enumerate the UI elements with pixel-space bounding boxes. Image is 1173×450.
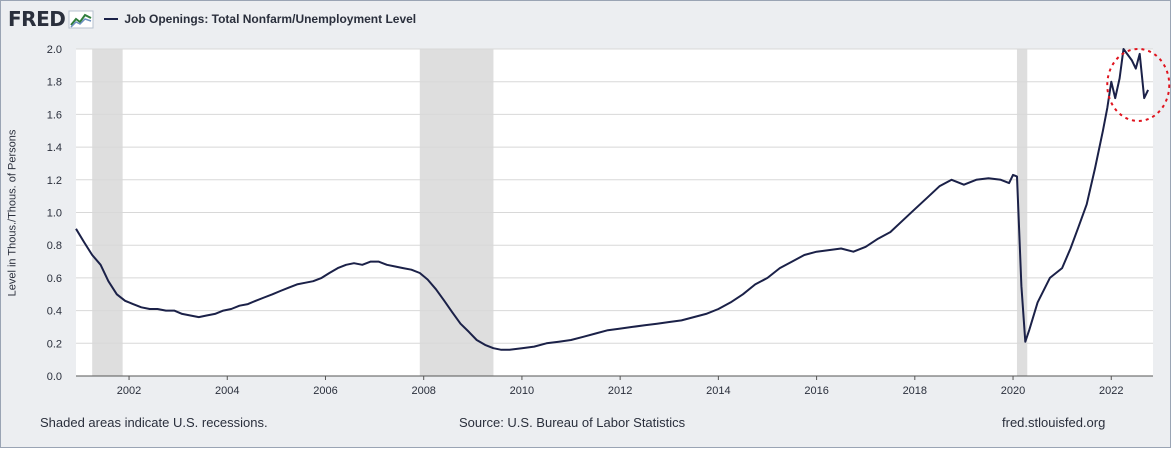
site-link[interactable]: fred.stlouisfed.org [1002, 415, 1106, 430]
x-tick-label: 2010 [510, 385, 534, 397]
legend-line-swatch [104, 18, 119, 20]
y-tick-label: 1.0 [47, 208, 62, 220]
y-tick-label: 2.0 [47, 44, 62, 56]
y-tick-label: 1.8 [47, 77, 62, 89]
x-tick-label: 2004 [215, 385, 239, 397]
fred-logo-text: FRED [8, 7, 66, 31]
x-tick-label: 2002 [117, 385, 141, 397]
y-tick-label: 0.0 [47, 371, 62, 383]
x-tick-label: 2018 [903, 385, 927, 397]
chart-header: FRED Job Openings: Total Nonfarm/Unemplo… [8, 6, 416, 32]
series-line [75, 48, 1150, 351]
y-tick-label: 0.4 [47, 306, 62, 318]
y-tick-label: 0.2 [47, 338, 62, 350]
x-tick-label: 2008 [411, 385, 435, 397]
x-tick-label: 2014 [706, 385, 730, 397]
fred-logo[interactable]: FRED [8, 7, 94, 31]
highlight-circle [1106, 47, 1171, 122]
x-tick-label: 2020 [1001, 385, 1025, 397]
y-tick-label: 0.6 [47, 273, 62, 285]
x-tick-label: 2006 [313, 385, 337, 397]
source-note: Source: U.S. Bureau of Labor Statistics [459, 415, 686, 430]
y-tick-label: 1.2 [47, 175, 62, 187]
fred-sparkline-icon [68, 10, 94, 29]
y-tick-label: 1.4 [47, 142, 62, 154]
recession-note: Shaded areas indicate U.S. recessions. [40, 415, 268, 430]
legend-label: Job Openings: Total Nonfarm/Unemployment… [124, 12, 417, 26]
x-tick-label: 2022 [1099, 385, 1123, 397]
y-tick-label: 0.8 [47, 240, 62, 252]
y-tick-label: 1.6 [47, 109, 62, 121]
x-tick-label: 2016 [804, 385, 828, 397]
x-tick-label: 2012 [608, 385, 632, 397]
